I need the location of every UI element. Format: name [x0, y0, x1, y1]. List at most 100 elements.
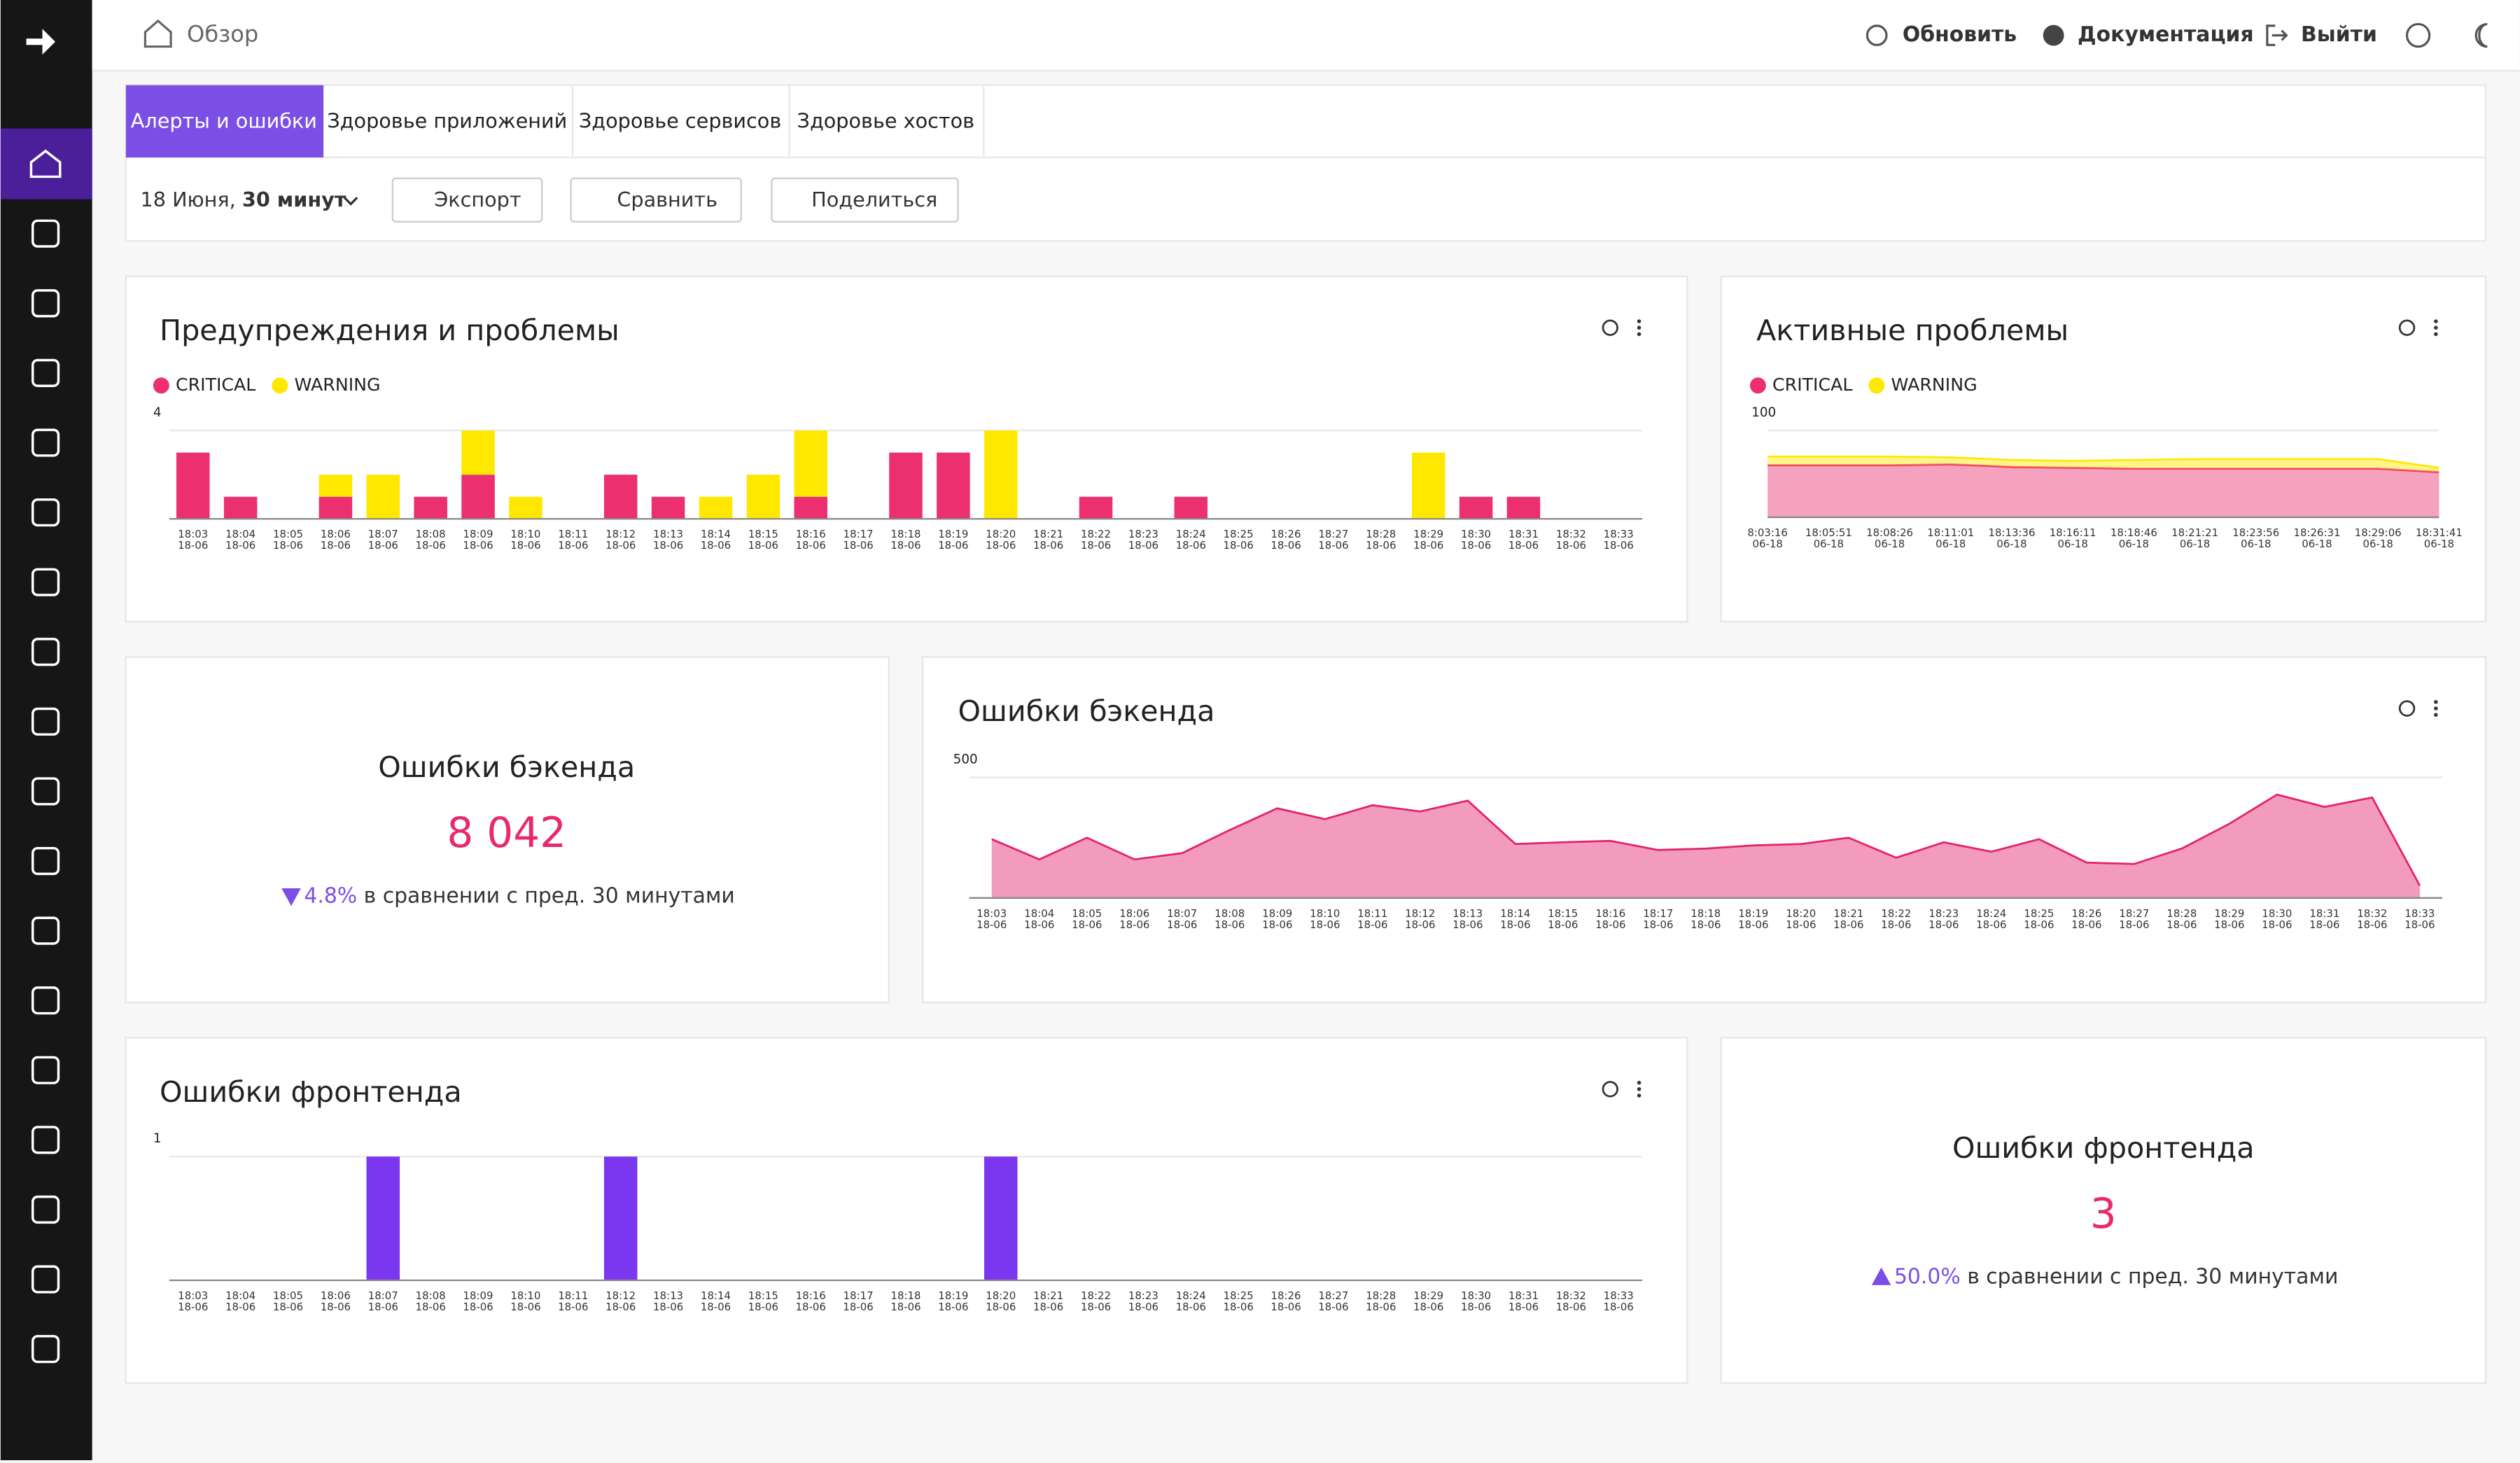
- nav-icon[interactable]: [31, 498, 60, 527]
- logo[interactable]: [26, 29, 55, 55]
- nav-icon[interactable]: [31, 846, 60, 876]
- card: [1720, 1037, 2487, 1384]
- x-tick-label: 18:11: [1357, 907, 1387, 920]
- menu-dot[interactable]: [2434, 326, 2438, 330]
- tab[interactable]: Здоровье приложений: [327, 108, 567, 132]
- nav-icon[interactable]: [31, 1126, 60, 1154]
- nav-icon[interactable]: [31, 289, 60, 318]
- x-tick-sublabel: 18-06: [1595, 918, 1625, 931]
- bar: [794, 496, 827, 519]
- tab-active[interactable]: [125, 85, 324, 158]
- bar: [794, 430, 827, 497]
- info-icon[interactable]: [2398, 319, 2416, 336]
- kpi-note: в сравнении с пред. 30 минутами: [1967, 1264, 2338, 1289]
- button-label[interactable]: Поделиться: [811, 188, 937, 211]
- button[interactable]: [391, 177, 543, 223]
- area: [991, 794, 2420, 898]
- nav-icon[interactable]: [31, 219, 60, 248]
- menu-dot[interactable]: [1637, 319, 1642, 323]
- info-icon[interactable]: [1602, 1081, 1618, 1098]
- x-tick-sublabel: 18-06: [1508, 539, 1539, 552]
- x-tick-label: 18:29: [2214, 907, 2244, 920]
- info-icon[interactable]: [2398, 700, 2416, 717]
- button[interactable]: [570, 177, 742, 223]
- nav-icon[interactable]: [31, 1335, 60, 1364]
- nav-icon[interactable]: [31, 358, 60, 387]
- tab[interactable]: Алерты и ошибки: [131, 108, 317, 132]
- x-tick-label: 18:31: [2309, 907, 2339, 920]
- nav-icon[interactable]: [31, 428, 60, 457]
- x-tick-label: 18:30: [1461, 528, 1491, 540]
- button[interactable]: [771, 177, 959, 223]
- x-tick-label: 18:06: [321, 528, 351, 540]
- x-tick-sublabel: 18-06: [1881, 918, 1911, 931]
- nav-icon[interactable]: [31, 1195, 60, 1224]
- menu-dot[interactable]: [1637, 1093, 1642, 1098]
- nav-icon[interactable]: [29, 149, 62, 178]
- nav-icon[interactable]: [31, 986, 60, 1015]
- x-tick-sublabel: 18-06: [368, 539, 398, 552]
- nav-icon[interactable]: [31, 707, 60, 736]
- tab[interactable]: Здоровье сервисов: [579, 108, 781, 132]
- refresh-icon[interactable]: [1865, 24, 1888, 46]
- language-icon[interactable]: [2405, 22, 2431, 48]
- x-tick-sublabel: 18-06: [416, 539, 446, 552]
- x-tick-label: 18:19: [938, 1289, 968, 1302]
- x-tick-label: 18:27: [1318, 528, 1348, 540]
- logout[interactable]: Выйти: [2301, 22, 2377, 47]
- logout-icon[interactable]: [2266, 24, 2288, 46]
- nav-icon[interactable]: [31, 638, 60, 666]
- kpi-note: в сравнении с пред. 30 минутами: [364, 883, 735, 908]
- area: [1768, 464, 2440, 517]
- theme-icon[interactable]: [2474, 22, 2488, 48]
- x-tick-label: 18:05: [1072, 907, 1102, 920]
- menu-dot[interactable]: [1637, 332, 1642, 337]
- tab[interactable]: Здоровье хостов: [797, 108, 974, 132]
- x-tick-label: 18:28: [2166, 907, 2197, 920]
- refresh[interactable]: Обновить: [1903, 22, 2017, 47]
- menu-dot[interactable]: [2434, 706, 2438, 710]
- chevron[interactable]: [343, 197, 358, 206]
- button-label[interactable]: Сравнить: [617, 188, 718, 211]
- x-tick-label: 18:22: [1081, 1289, 1111, 1302]
- x-tick-label: 18:19: [938, 528, 968, 540]
- x-tick-label: 18:04: [1024, 907, 1054, 920]
- nav-icon[interactable]: [31, 568, 60, 596]
- docs[interactable]: Документация: [2078, 22, 2254, 47]
- x-tick-sublabel: 18-06: [890, 1301, 920, 1313]
- x-tick-sublabel: 18-06: [938, 1301, 968, 1313]
- nav-icon[interactable]: [31, 916, 60, 945]
- x-tick-sublabel: 18-06: [1604, 1301, 1634, 1313]
- x-tick-label: 18:23: [1128, 528, 1158, 540]
- x-tick-sublabel: 18-06: [1270, 1301, 1301, 1313]
- x-tick-sublabel: 06-18: [1935, 538, 1966, 550]
- x-tick-label: 18:12: [606, 1289, 636, 1302]
- kpi-change: 50.0% в сравнении с пред. 30 минутами: [1894, 1264, 2338, 1289]
- x-tick-sublabel: 06-18: [2302, 538, 2332, 550]
- sidebar-active[interactable]: [0, 128, 92, 200]
- info-icon[interactable]: [1602, 319, 1618, 336]
- docs-icon[interactable]: [2043, 24, 2064, 46]
- menu-dot[interactable]: [2434, 319, 2438, 323]
- x-tick-label: 18:21:21: [2171, 526, 2218, 539]
- nav-icon[interactable]: [31, 1056, 60, 1084]
- legend-label: WARNING: [294, 374, 380, 395]
- range: 30 минут: [242, 188, 346, 211]
- menu-dot[interactable]: [1637, 326, 1642, 330]
- button-label[interactable]: Экспорт: [434, 188, 521, 211]
- home-icon[interactable]: [144, 19, 172, 48]
- x-tick-sublabel: 18-06: [321, 1301, 351, 1313]
- y-tick-label: 500: [953, 752, 978, 766]
- menu-dot[interactable]: [2434, 332, 2438, 337]
- menu-dot[interactable]: [1637, 1080, 1642, 1085]
- nav-icon[interactable]: [31, 1265, 60, 1294]
- menu-dot[interactable]: [2434, 713, 2438, 717]
- x-tick-label: 18:10: [510, 528, 540, 540]
- nav-icon[interactable]: [31, 777, 60, 806]
- x-tick-label: 18:06: [321, 1289, 351, 1302]
- menu-dot[interactable]: [2434, 700, 2438, 704]
- menu-dot[interactable]: [1637, 1087, 1642, 1091]
- date-picker[interactable]: 18 Июня, 30 минут: [141, 188, 346, 211]
- x-tick-sublabel: 18-06: [1119, 918, 1149, 931]
- x-tick-label: 18:08: [416, 1289, 446, 1302]
